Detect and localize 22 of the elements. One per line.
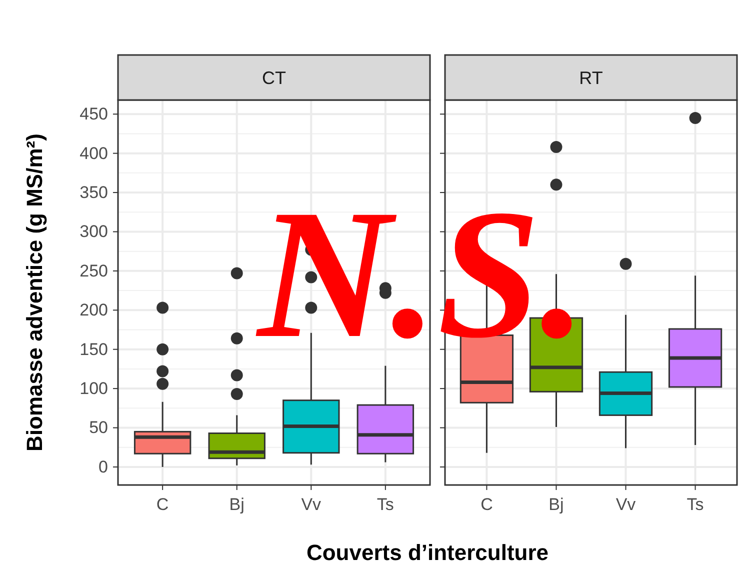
chart-title: CT: [262, 68, 286, 88]
x-tick-label: Bj: [548, 495, 564, 514]
x-tick-label: C: [156, 495, 169, 514]
x-tick-label: Ts: [686, 495, 704, 514]
x-axis-title: Couverts d’interculture: [306, 540, 549, 565]
y-tick-label: 350: [80, 182, 108, 202]
y-axis-title: Biomasse adventice (g MS/m²): [22, 134, 47, 452]
y-tick-label: 200: [80, 300, 108, 320]
chart-title: RT: [579, 68, 603, 88]
y-tick-label: 250: [80, 261, 108, 280]
y-tick-label: 450: [80, 104, 108, 124]
y-tick-label: 300: [80, 222, 108, 242]
x-tick-label: Vv: [616, 495, 636, 514]
y-tick-label: 100: [80, 378, 108, 398]
y-tick-label: 150: [80, 340, 108, 359]
y-tick-label: 50: [89, 418, 108, 438]
x-tick-label: Vv: [301, 495, 322, 514]
x-tick-label: C: [480, 495, 493, 514]
x-tick-label: Bj: [229, 495, 244, 514]
y-tick-label: 400: [80, 144, 108, 163]
y-tick-label: 0: [98, 457, 108, 476]
x-tick-label: Ts: [376, 495, 394, 514]
